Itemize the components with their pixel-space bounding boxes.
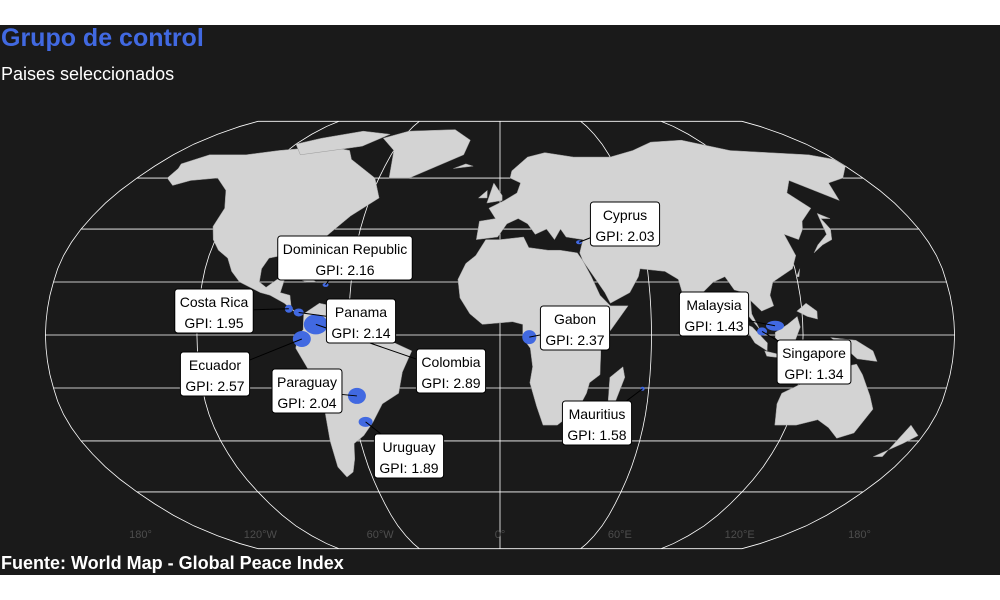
label-box xyxy=(373,433,445,479)
land-mass xyxy=(166,145,380,315)
lon-tick-label: 180° xyxy=(129,529,152,541)
country-label-uruguay: Uruguay GPI: 1.89 xyxy=(373,433,445,479)
label-box xyxy=(539,305,611,351)
longitude-axis-labels: 180° 120°W 60°W 0° 60°E 120°E 180° xyxy=(129,529,871,541)
land-mass xyxy=(295,130,392,156)
land-mass xyxy=(796,302,818,320)
land-masses xyxy=(166,129,919,478)
land-mass xyxy=(607,366,626,402)
land-mass xyxy=(796,268,801,277)
country-label-costa-rica: Costa Rica GPI: 1.95 xyxy=(174,288,254,334)
country-label-paraguay: Paraguay GPI: 2.04 xyxy=(271,368,343,414)
map-outline xyxy=(45,120,955,550)
gpi-value: GPI: 2.57 xyxy=(185,378,244,394)
country-name: Colombia xyxy=(421,354,480,370)
country-name: Ecuador xyxy=(189,357,241,373)
lon-tick-label: 60°W xyxy=(367,529,395,541)
map-title: Grupo de control xyxy=(1,24,204,52)
label-box xyxy=(561,400,633,446)
lon-tick-label: 120°W xyxy=(244,529,278,541)
country-label-ecuador: Ecuador GPI: 2.57 xyxy=(179,351,251,397)
lon-tick-label: 180° xyxy=(848,529,871,541)
country-name: Costa Rica xyxy=(180,294,249,310)
label-box xyxy=(271,368,343,414)
country-name: Cyprus xyxy=(603,207,647,223)
lon-tick-label: 60°E xyxy=(608,529,632,541)
country-label-panama: Panama GPI: 2.14 xyxy=(325,298,397,344)
country-name: Singapore xyxy=(782,345,846,361)
country-name: Dominican Republic xyxy=(283,241,408,257)
country-label-mauritius: Mauritius GPI: 1.58 xyxy=(561,400,633,446)
country-label-dominican-republic: Dominican Republic GPI: 2.16 xyxy=(277,235,413,281)
gpi-value: GPI: 2.89 xyxy=(421,375,480,391)
gpi-value: GPI: 2.16 xyxy=(315,262,374,278)
label-box xyxy=(325,298,397,344)
land-mass xyxy=(453,163,474,169)
gpi-value: GPI: 2.37 xyxy=(545,332,604,348)
country-label-colombia: Colombia GPI: 2.89 xyxy=(415,348,487,394)
land-mass xyxy=(813,212,833,254)
gpi-value: GPI: 1.58 xyxy=(567,427,626,443)
label-box xyxy=(776,339,852,385)
country-name: Panama xyxy=(335,304,387,320)
label-box xyxy=(179,351,251,397)
country-name: Malaysia xyxy=(686,297,741,313)
land-mass xyxy=(382,129,471,179)
map-subtitle: Paises seleccionados xyxy=(1,64,175,84)
lon-tick-label: 120°E xyxy=(725,529,755,541)
label-box xyxy=(589,201,661,247)
land-mass xyxy=(486,182,503,204)
land-mass xyxy=(873,424,919,457)
gpi-value: GPI: 2.14 xyxy=(331,325,390,341)
gpi-value: GPI: 1.43 xyxy=(684,318,743,334)
country-label-gabon: Gabon GPI: 2.37 xyxy=(539,305,611,351)
country-name: Gabon xyxy=(554,311,596,327)
label-box xyxy=(174,288,254,334)
gpi-value: GPI: 1.34 xyxy=(784,366,843,382)
gpi-value: GPI: 2.04 xyxy=(277,395,336,411)
lon-tick-label: 0° xyxy=(495,529,506,541)
country-labels: Dominican Republic GPI: 2.16 Costa Rica GPI… xyxy=(174,201,852,479)
country-name: Mauritius xyxy=(569,406,626,422)
gpi-value: GPI: 1.95 xyxy=(184,315,243,331)
gpi-value: GPI: 1.89 xyxy=(379,460,438,476)
land-mass xyxy=(477,189,488,199)
label-box xyxy=(415,348,487,394)
country-label-singapore: Singapore GPI: 1.34 xyxy=(776,339,852,385)
land-mass xyxy=(475,139,846,330)
label-box xyxy=(277,235,413,281)
country-name: Uruguay xyxy=(383,439,436,455)
map-caption: Fuente: World Map - Global Peace Index xyxy=(1,553,344,573)
country-label-cyprus: Cyprus GPI: 2.03 xyxy=(589,201,661,247)
country-name: Paraguay xyxy=(277,374,337,390)
gpi-value: GPI: 2.03 xyxy=(595,228,654,244)
label-box xyxy=(678,291,750,337)
country-label-malaysia: Malaysia GPI: 1.43 xyxy=(678,291,750,337)
